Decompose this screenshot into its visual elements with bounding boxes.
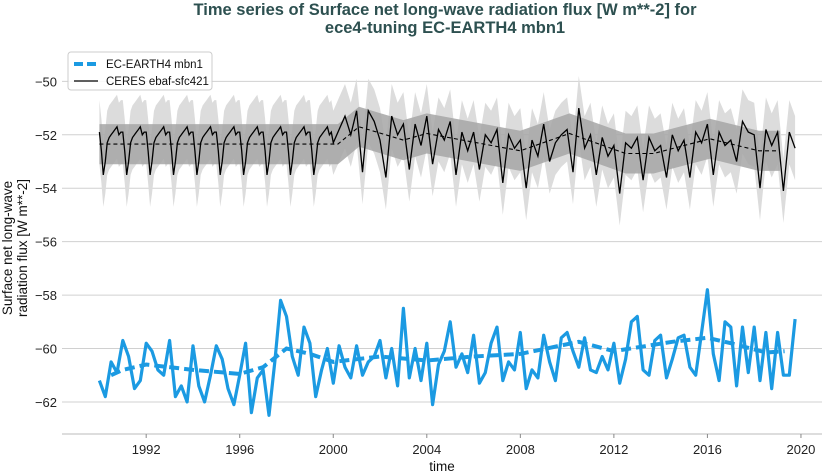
y-axis-label: Surface net long-wave radiation flux [W … bbox=[0, 179, 30, 317]
x-tick-label: 2004 bbox=[412, 442, 441, 457]
y-tick-label: −54 bbox=[35, 181, 57, 196]
legend-label-obs: CERES ebaf-sfc421 bbox=[106, 76, 209, 88]
obs-bands bbox=[99, 76, 796, 226]
y-tick-label: −52 bbox=[35, 128, 57, 143]
x-tick-label: 1996 bbox=[225, 442, 254, 457]
x-tick-label: 2012 bbox=[599, 442, 628, 457]
x-tick-label: 2008 bbox=[506, 442, 535, 457]
obs-series-line bbox=[98, 108, 796, 194]
y-ticks: −50 −52 −54 −56 −58 −60 −62 bbox=[35, 74, 57, 410]
y-tick-label: −50 bbox=[35, 74, 57, 89]
legend-box bbox=[67, 51, 213, 91]
model-series-line bbox=[97, 288, 797, 417]
x-tick-label: 2020 bbox=[786, 442, 815, 457]
chart-title-line-2: ece4-tuning EC-EARTH4 mbn1 bbox=[325, 19, 565, 37]
y-axis-label-line-2: radiation flux [W m**-2] bbox=[15, 179, 30, 317]
x-tick-label: 1992 bbox=[132, 442, 161, 457]
legend-label-model: EC-EARTH4 mbn1 bbox=[106, 59, 203, 71]
chart-title-line-1: Time series of Surface net long-wave rad… bbox=[193, 1, 697, 19]
y-tick-label: −62 bbox=[35, 395, 57, 410]
series-lines bbox=[97, 108, 797, 417]
x-tick-label: 2016 bbox=[693, 442, 722, 457]
x-ticks: 1992 1996 2000 2004 2008 2012 2016 2020 bbox=[132, 434, 815, 457]
y-tick-label: −58 bbox=[35, 288, 57, 303]
y-tick-label: −56 bbox=[35, 235, 57, 250]
y-tick-label: −60 bbox=[35, 342, 57, 357]
obs-running-mean-line bbox=[99, 126, 780, 155]
x-axis-label: time bbox=[429, 459, 455, 474]
legend: EC-EARTH4 mbn1 CERES ebaf-sfc421 bbox=[67, 51, 213, 91]
x-tick-label: 2000 bbox=[319, 442, 348, 457]
y-axis-label-line-1: Surface net long-wave bbox=[0, 181, 15, 315]
